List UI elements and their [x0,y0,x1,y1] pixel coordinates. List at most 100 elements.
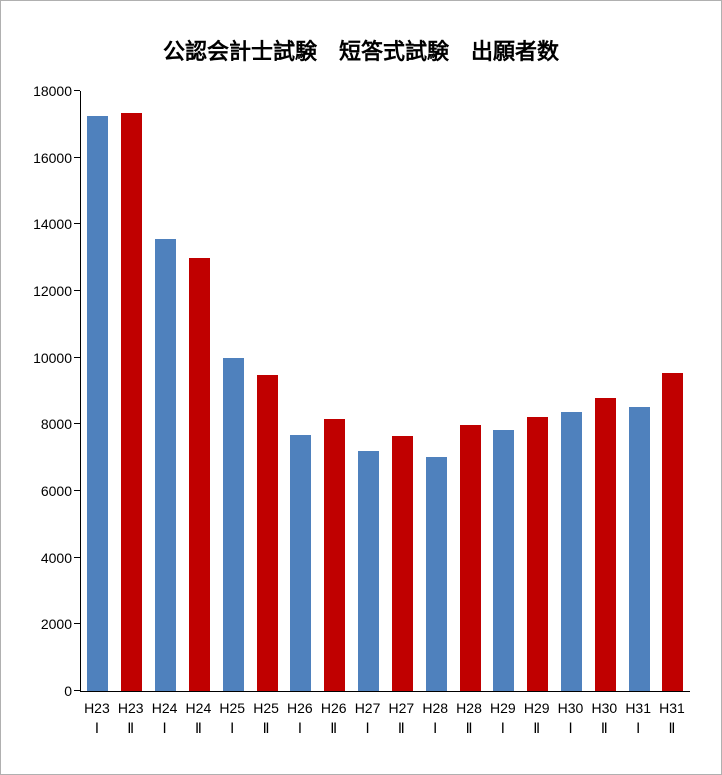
x-axis-label-session: Ⅰ [162,719,167,736]
x-axis-label: H24 Ⅱ [181,699,215,738]
x-axis-label-session: Ⅱ [330,719,338,736]
x-axis-label: H28 Ⅱ [452,699,486,738]
bar-slot [250,91,284,691]
x-axis-label: H29 Ⅰ [486,699,520,738]
x-axis-label-session: Ⅱ [465,719,473,736]
x-axis-label: H27 Ⅰ [351,699,385,738]
x-axis-label-session: Ⅱ [397,719,405,736]
y-tick-label: 6000 [40,483,72,499]
x-axis-label-session: Ⅰ [636,719,641,736]
bar-h29-i [493,430,515,691]
x-axis-label-session: Ⅱ [668,719,676,736]
bar-slot [352,91,386,691]
bar-h31-ii [662,373,684,691]
x-axis-label-year: H30 [557,700,584,716]
x-axis-label-year: H28 [422,700,449,716]
bar-h24-i [155,239,177,691]
bar-slot [216,91,250,691]
x-axis-label: H23 Ⅰ [80,699,114,738]
bar-slot [182,91,216,691]
bar-slot [419,91,453,691]
x-axis-label: H27 Ⅱ [384,699,418,738]
x-axis-label: H23 Ⅱ [114,699,148,738]
x-axis-label-year: H27 [388,700,415,716]
bar-slot [622,91,656,691]
x-axis-label: H25 Ⅱ [249,699,283,738]
y-tick-label: 8000 [40,416,72,433]
y-tick-mark [74,356,80,358]
y-tick-label: 0 [64,683,72,699]
x-axis-label-year: H31 [625,700,651,716]
x-axis-label: H29 Ⅱ [520,699,554,738]
x-axis-label-session: Ⅱ [127,719,135,736]
x-axis-label: H25 Ⅰ [215,699,249,738]
bar-slot [555,91,589,691]
bar-h26-i [290,434,312,691]
bar-slot [318,91,352,691]
x-axis-label-session: Ⅰ [230,719,235,736]
bar-h25-i [222,358,244,691]
x-axis-label-year: H24 [185,700,212,716]
bar-h24-ii [188,257,210,691]
x-axis-label: H26 Ⅰ [283,699,317,738]
bar-h28-ii [459,425,481,691]
x-axis-label: H31 Ⅱ [655,699,689,738]
bar-slot [81,91,115,691]
y-tick-label: 18000 [33,83,72,99]
x-axis-label: H28 Ⅰ [418,699,452,738]
x-axis-label-session: Ⅰ [433,719,438,736]
y-tick-mark [74,223,80,225]
x-axis: H23 Ⅰ H23 Ⅱ H24 Ⅰ H24 Ⅱ H25 Ⅰ H25 Ⅱ H26 Ⅰ H26 Ⅱ H27 Ⅰ H27 Ⅱ… [80,699,689,738]
x-axis-label-year: H25 [219,700,246,716]
x-axis-label-year: H29 [490,700,516,716]
bar-slot [487,91,521,691]
y-axis: 0 2000 4000 6000 8000 10000 12000 14000 16000 180… [1,84,72,698]
y-tick-label: 10000 [33,349,72,366]
y-tick-mark [74,690,80,691]
bar-slot [385,91,419,691]
x-axis-label: H26 Ⅱ [317,699,351,738]
x-axis-label: H31 Ⅰ [621,699,655,738]
bar-slot [521,91,555,691]
x-axis-label-year: H24 [151,700,178,716]
chart-title: 公認会計士試験 短答式試験 出願者数 [162,39,559,64]
x-axis-label-year: H27 [354,700,381,716]
plot-area [74,90,690,692]
bar-h27-i [358,450,380,691]
bar-slot [115,91,149,691]
x-axis-label-session: Ⅱ [600,719,608,736]
x-axis-label-year: H28 [456,700,482,716]
x-axis-label: H30 Ⅰ [554,699,588,738]
y-tick-mark [74,490,80,491]
x-axis-label-session: Ⅰ [500,719,505,736]
y-tick-mark [74,556,80,558]
bar-h26-ii [324,419,346,691]
bar-h23-i [87,116,109,691]
x-axis-label-session: Ⅱ [533,719,541,736]
x-axis-label-year: H31 [659,700,685,716]
bar-slot [284,91,318,691]
y-tick-mark [74,623,80,625]
y-tick-label: 2000 [40,616,72,633]
y-tick-mark [74,290,80,291]
y-tick-label: 4000 [40,549,72,566]
bar-h23-ii [121,113,143,691]
y-tick-label: 12000 [33,283,72,299]
bar-h30-i [561,412,582,691]
bar-h25-ii [256,375,278,691]
x-axis-label-session: Ⅰ [568,719,573,736]
x-axis-label-session: Ⅰ [297,719,302,736]
y-tick-mark [74,90,80,91]
x-axis-label-year: H23 [117,700,144,716]
x-axis-label-year: H29 [523,700,550,716]
bar-h29-ii [527,417,549,691]
y-tick-label: 16000 [33,149,72,166]
x-axis-label-year: H26 [320,700,347,716]
x-axis-label-year: H25 [253,700,279,716]
bar-slot [453,91,487,691]
bar-slot [149,91,183,691]
bar-slot [588,91,622,691]
x-axis-label: H24 Ⅰ [148,699,182,738]
y-tick-mark [74,423,80,425]
